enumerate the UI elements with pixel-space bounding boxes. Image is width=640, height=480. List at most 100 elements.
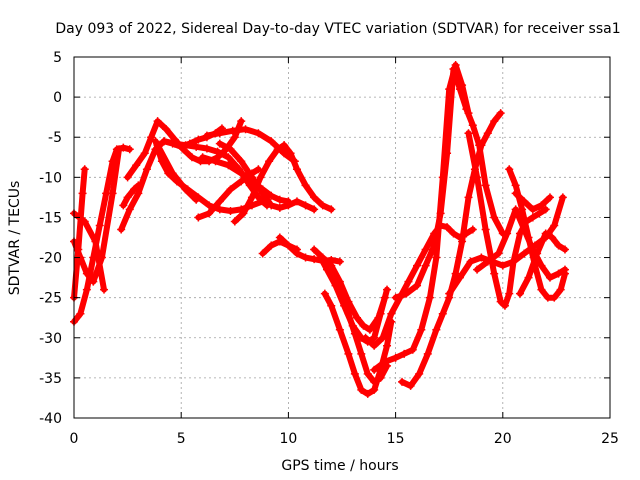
- data-point: [515, 229, 524, 238]
- data-point: [423, 349, 432, 358]
- data-point: [483, 257, 492, 266]
- data-point: [406, 381, 415, 390]
- data-point: [215, 129, 224, 138]
- y-tick-label: -15: [39, 210, 62, 226]
- data-point: [117, 225, 126, 234]
- data-point: [267, 137, 276, 146]
- tick-layer: 0 5 10 15 20 25 5 0 -5 -10 -15 -20 -25 -30 -35 -40: [39, 50, 619, 447]
- data-point: [82, 285, 91, 294]
- data-point: [215, 205, 224, 214]
- data-point: [215, 197, 224, 206]
- data-point: [370, 385, 379, 394]
- data-point: [310, 205, 319, 214]
- data-point: [556, 285, 565, 294]
- data-point: [432, 325, 441, 334]
- data-point: [224, 161, 233, 170]
- data-point: [284, 241, 293, 250]
- y-tick-label: 0: [53, 90, 62, 106]
- data-point: [533, 249, 542, 258]
- data-point: [147, 133, 156, 142]
- data-point: [408, 345, 417, 354]
- data-point: [550, 221, 559, 230]
- data-point: [455, 273, 464, 282]
- data-point: [464, 193, 473, 202]
- data-point: [310, 245, 319, 254]
- data-point: [490, 213, 499, 222]
- data-point: [363, 389, 372, 398]
- data-point: [168, 169, 177, 178]
- data-point: [350, 329, 359, 338]
- data-point: [247, 193, 256, 202]
- data-point: [310, 255, 319, 264]
- data-point: [365, 325, 374, 334]
- x-tick-label: 20: [494, 431, 512, 447]
- data-point: [134, 181, 143, 190]
- data-point: [413, 261, 422, 270]
- data-point: [95, 221, 104, 230]
- y-tick-label: -40: [39, 411, 62, 427]
- data-point: [322, 265, 331, 274]
- data-point: [415, 369, 424, 378]
- data-point: [558, 193, 567, 202]
- data-point: [256, 173, 265, 182]
- data-point: [509, 257, 518, 266]
- data-point: [353, 313, 362, 322]
- data-point: [80, 217, 89, 226]
- data-point: [301, 253, 310, 262]
- x-tick-label: 5: [177, 431, 186, 447]
- data-point: [445, 289, 454, 298]
- data-point: [230, 133, 239, 142]
- data-point: [451, 269, 460, 278]
- x-axis-label: GPS time / hours: [281, 458, 398, 474]
- data-point: [528, 205, 537, 214]
- data-point: [247, 173, 256, 182]
- y-tick-label: -20: [39, 251, 62, 267]
- data-point: [520, 249, 529, 258]
- data-point: [391, 353, 400, 362]
- y-tick-label: 5: [53, 50, 62, 66]
- data-point: [511, 181, 520, 190]
- data-point: [430, 241, 439, 250]
- data-point: [123, 173, 132, 182]
- data-point: [181, 141, 190, 150]
- data-point: [554, 241, 563, 250]
- data-point: [376, 373, 385, 382]
- data-point: [82, 269, 91, 278]
- data-point: [535, 209, 544, 218]
- data-point: [327, 261, 336, 270]
- data-point: [192, 142, 201, 151]
- data-point: [468, 225, 477, 234]
- data-point: [376, 309, 385, 318]
- data-point: [545, 273, 554, 282]
- data-point: [194, 135, 203, 144]
- data-point: [327, 301, 336, 310]
- chart-title: Day 093 of 2022, Sidereal Day-to-day VTE…: [55, 21, 620, 37]
- data-point: [331, 281, 340, 290]
- data-point: [213, 147, 222, 156]
- data-point: [481, 225, 490, 234]
- data-point: [292, 249, 301, 258]
- data-point: [205, 209, 214, 218]
- data-point: [292, 197, 301, 206]
- data-point: [387, 309, 396, 318]
- data-point: [335, 257, 344, 266]
- data-point: [316, 253, 325, 262]
- data-point: [515, 289, 524, 298]
- data-point: [498, 261, 507, 270]
- data-point: [338, 293, 346, 302]
- data-point: [335, 325, 344, 334]
- data-point: [496, 109, 505, 118]
- data-point: [230, 217, 239, 226]
- data-point: [490, 269, 499, 278]
- data-point: [237, 169, 246, 178]
- data-point: [380, 357, 389, 366]
- data-point: [258, 189, 267, 198]
- data-point: [335, 277, 344, 286]
- series-line-track-19: [311, 246, 388, 333]
- series-line-track-6: [120, 182, 142, 209]
- data-point: [125, 145, 134, 154]
- data-point: [132, 161, 141, 170]
- data-point: [464, 129, 473, 138]
- plot-frame: [73, 56, 611, 419]
